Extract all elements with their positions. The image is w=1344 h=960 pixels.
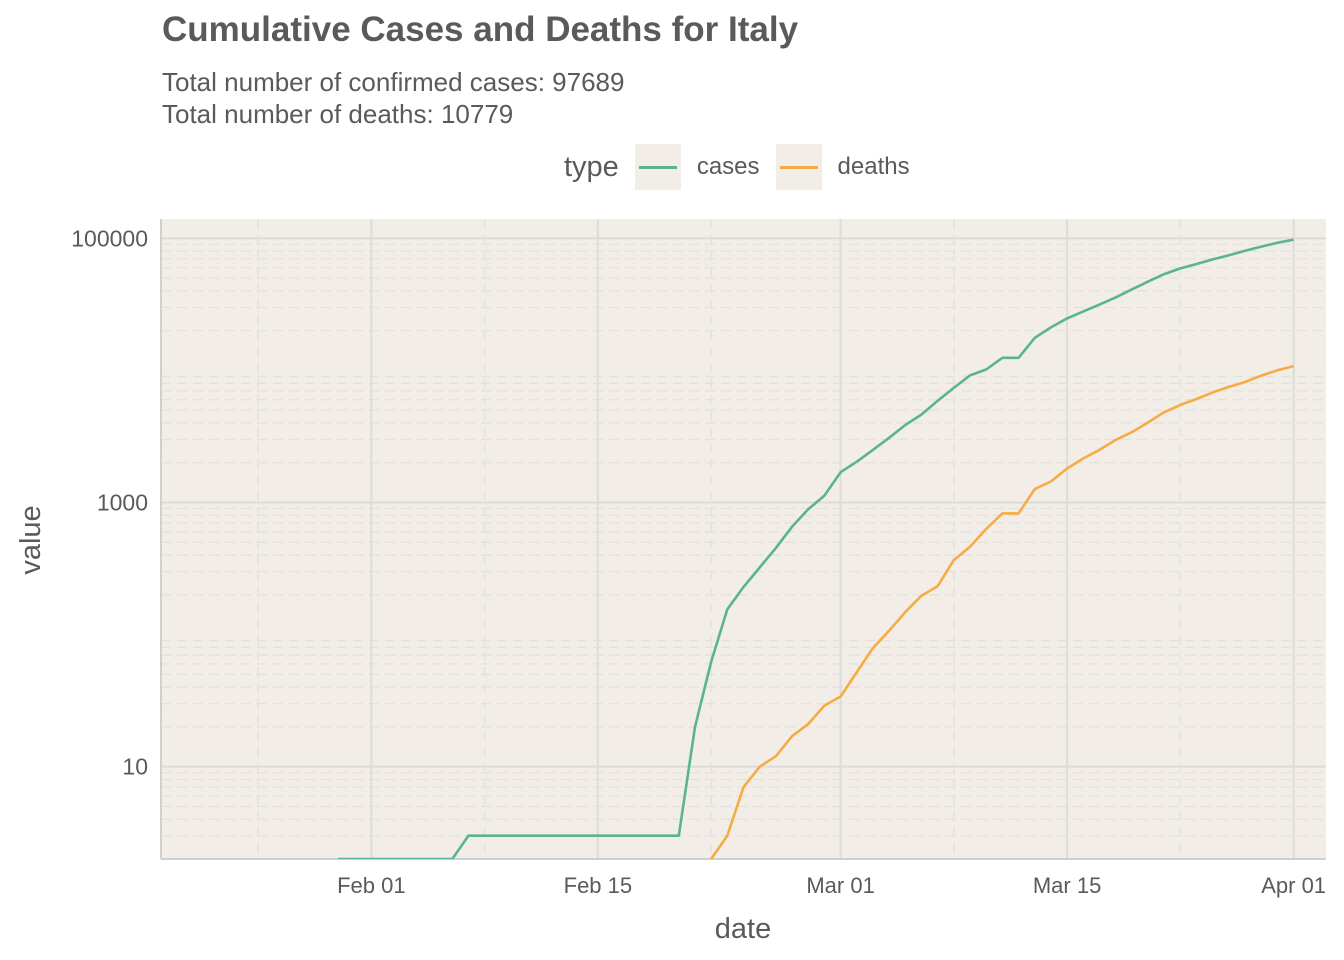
x-tick-label: Apr 01 bbox=[1261, 873, 1326, 898]
y-tick-label: 10 bbox=[122, 754, 148, 780]
x-tick-label: Mar 15 bbox=[1033, 873, 1101, 898]
legend: type cases deaths bbox=[564, 142, 926, 192]
series-line-deaths bbox=[709, 364, 1294, 859]
legend-key-deaths bbox=[775, 144, 822, 190]
legend-line-cases bbox=[638, 166, 677, 169]
y-tick-label: 100000 bbox=[71, 225, 148, 251]
legend-line-deaths bbox=[779, 166, 818, 169]
x-tick-label: Feb 01 bbox=[337, 873, 406, 898]
legend-title: type bbox=[564, 150, 619, 183]
legend-item-deaths: deaths bbox=[775, 144, 910, 190]
chart-title: Cumulative Cases and Deaths for Italy bbox=[162, 10, 799, 49]
series-lines bbox=[337, 238, 1294, 859]
chart-subtitle: Total number of confirmed cases: 97689 T… bbox=[162, 66, 624, 130]
x-axis-title: date bbox=[715, 913, 771, 945]
y-axis-title: value bbox=[15, 505, 47, 574]
y-tick-label: 1000 bbox=[97, 489, 148, 515]
legend-key-cases bbox=[634, 144, 681, 190]
x-tick-label: Mar 01 bbox=[806, 873, 874, 898]
x-tick-label: Feb 15 bbox=[564, 873, 633, 898]
subtitle-deaths-total: Total number of deaths: 10779 bbox=[162, 99, 514, 129]
plot-panel bbox=[161, 219, 1326, 859]
legend-label-deaths: deaths bbox=[837, 153, 910, 180]
legend-label-cases: cases bbox=[696, 153, 760, 180]
legend-item-cases: cases bbox=[634, 144, 760, 190]
grid-lines bbox=[161, 219, 1326, 859]
subtitle-cases-total: Total number of confirmed cases: 97689 bbox=[162, 67, 625, 97]
series-line-cases bbox=[337, 238, 1294, 859]
